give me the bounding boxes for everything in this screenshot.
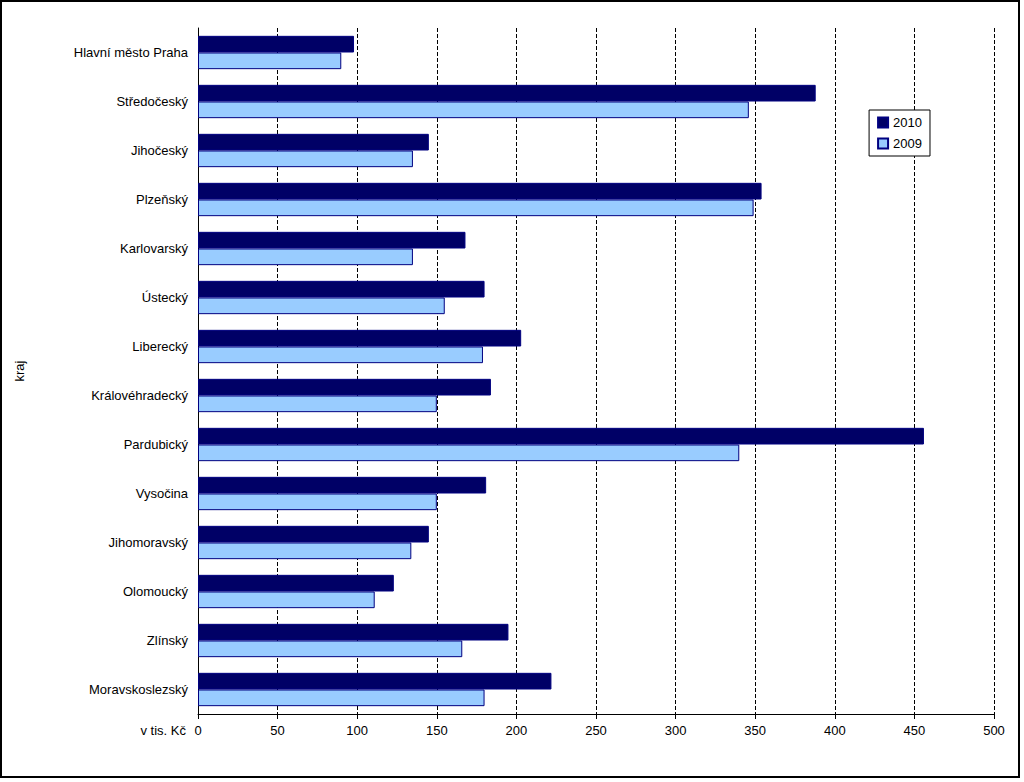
svg-text:0: 0 xyxy=(194,723,201,738)
svg-text:Olomoucký: Olomoucký xyxy=(123,584,189,599)
svg-text:350: 350 xyxy=(744,723,766,738)
svg-text:Moravskoslezský: Moravskoslezský xyxy=(89,682,188,697)
svg-text:150: 150 xyxy=(426,723,448,738)
svg-text:200: 200 xyxy=(506,723,528,738)
svg-text:kraj: kraj xyxy=(12,360,27,381)
svg-text:500: 500 xyxy=(983,723,1005,738)
svg-text:400: 400 xyxy=(824,723,846,738)
svg-text:2009: 2009 xyxy=(893,136,922,151)
svg-text:Plzeňský: Plzeňský xyxy=(136,192,189,207)
svg-text:v tis. Kč: v tis. Kč xyxy=(140,723,186,738)
svg-text:Jihočeský: Jihočeský xyxy=(131,143,189,158)
svg-text:Vysočina: Vysočina xyxy=(136,486,189,501)
svg-text:100: 100 xyxy=(346,723,368,738)
svg-text:Jihomoravský: Jihomoravský xyxy=(109,535,189,550)
svg-text:Pardubický: Pardubický xyxy=(124,437,189,452)
svg-text:250: 250 xyxy=(585,723,607,738)
svg-text:Středočeský: Středočeský xyxy=(116,94,188,109)
svg-text:Ústecký: Ústecký xyxy=(142,290,189,305)
svg-text:Hlavní město Praha: Hlavní město Praha xyxy=(74,45,189,60)
svg-text:Zlínský: Zlínský xyxy=(147,633,189,648)
svg-text:300: 300 xyxy=(665,723,687,738)
svg-text:450: 450 xyxy=(904,723,926,738)
svg-text:Liberecký: Liberecký xyxy=(132,339,188,354)
svg-text:Královéhradecký: Královéhradecký xyxy=(91,388,188,403)
svg-text:Karlovarský: Karlovarský xyxy=(120,241,188,256)
svg-text:2010: 2010 xyxy=(893,115,922,130)
svg-text:50: 50 xyxy=(270,723,284,738)
